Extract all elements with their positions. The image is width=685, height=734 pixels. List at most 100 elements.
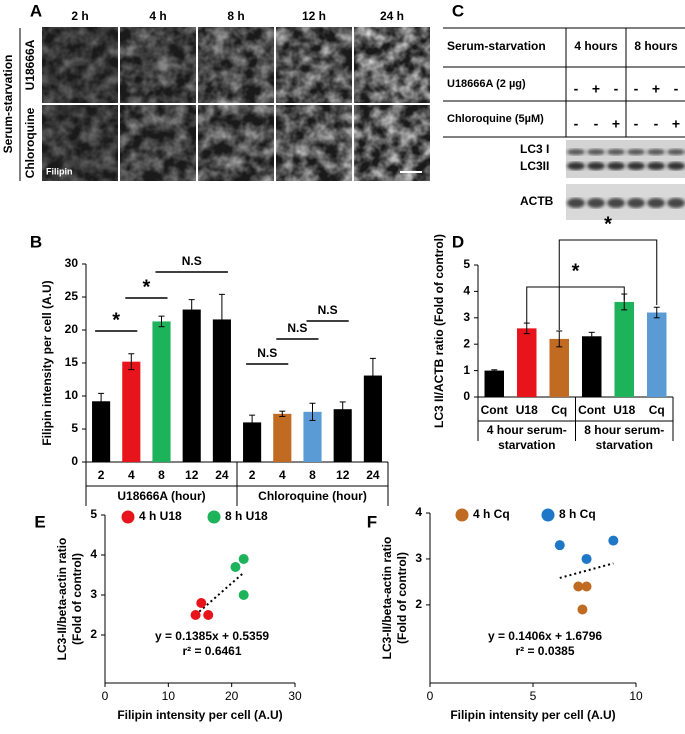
time-label: 2 h [71,9,88,23]
time-label: 12 h [302,9,326,23]
x-tick-label: Cont [578,403,605,417]
table-cell: - [574,116,579,132]
y-axis-label: (Fold of control) [395,552,409,644]
table-cell: - [614,81,619,97]
micrograph-texture [276,27,352,103]
blot-label: LC3II [520,159,549,173]
y-axis-label: LC3-II/beta-actin ratio [380,537,394,660]
blot-band [607,198,625,208]
panel-label: D [452,232,464,251]
significance-label: * [572,260,580,282]
bar [92,401,111,462]
row-label: Chloroquine (5µM) [447,113,544,125]
panel-label: F [367,512,377,531]
group-label: 8 hour serum- [584,423,664,437]
y-axis-label: LC3 II/ACTB ratio (Fold of control) [432,234,446,428]
equation: r² = 0.6461 [182,644,241,658]
point [577,604,588,615]
bar [243,422,262,462]
legend-label: 8 h U18 [225,509,268,523]
blot-band [647,162,665,170]
y-tick-label: 3 [415,551,422,565]
blot-band [567,149,585,155]
legend-marker [121,510,135,524]
bar [647,312,667,397]
bar [212,319,231,462]
group-label: 4 hour serum- [487,423,567,437]
equation: y = 0.1385x + 0.5359 [155,629,269,643]
y-tick-label: 5 [71,421,78,435]
table-cell: + [612,116,620,132]
legend-label: 8 h Cq [559,507,596,521]
significance-label: * [143,276,151,298]
group-label: starvation [498,438,555,452]
blot-band [647,198,665,208]
x-tick-label: 24 [366,468,380,482]
panel-label: A [30,1,42,20]
y-tick-label: 2 [415,597,422,611]
table-header: Serum-starvation [447,39,546,53]
equation: y = 0.1406x + 1.6796 [488,629,602,643]
x-tick-label: 2 [249,468,256,482]
micrograph-texture [198,27,274,103]
blot-band [627,149,645,155]
x-axis-label: Filipin intensity per cell (A.U) [450,708,615,722]
x-tick-label: 10 [162,689,176,703]
point [203,610,214,620]
panel-label: E [34,512,45,531]
legend-label: 4 h Cq [473,507,510,521]
bar [582,336,602,397]
x-tick-label: Cq [551,403,567,417]
trendline [559,562,614,579]
y-axis-label: Filipin intensity per cell (A.U) [40,280,54,445]
significance-label: N.S [182,254,202,268]
blot-band [567,162,585,170]
x-tick-label: 0 [427,689,434,703]
row-label: U18666A [23,39,37,90]
y-tick-label: 3 [90,587,97,601]
table-cell: - [654,116,659,132]
table-cell: + [672,116,680,132]
bar [333,409,352,462]
group-label: starvation [596,438,653,452]
table-header: 8 hours [634,39,678,53]
y-tick-label: 4 [90,547,97,561]
x-tick-label: Cont [481,403,508,417]
y-tick-label: 5 [463,257,470,271]
table-cell: - [634,81,639,97]
time-label: 24 h [380,9,404,23]
x-tick-label: 24 [215,468,229,482]
point [238,554,249,564]
y-tick-label: 3 [463,310,470,324]
blot-band [627,198,645,208]
y-tick-label: 4 [415,505,422,519]
bar [614,301,634,397]
bar [152,321,171,462]
x-tick-label: U18 [516,403,538,417]
y-axis-label: (Fold of control) [70,553,84,645]
x-tick-label: 4 [279,468,286,482]
blot-label: ACTB [520,194,554,208]
point [581,553,592,564]
group-label: Serum-starvation [1,55,15,154]
legend-label: 4 h U18 [139,509,182,523]
bar [182,309,201,462]
y-tick-label: 5 [90,507,97,521]
y-tick-label: 2 [90,627,97,641]
equation: r² = 0.0385 [515,644,574,658]
x-tick-label: 12 [336,468,350,482]
x-tick-label: U18 [613,403,635,417]
bar [122,361,141,462]
x-tick-label: 4 [128,468,135,482]
table-cell: - [574,81,579,97]
table-cell: - [674,81,679,97]
micrograph-texture [42,27,118,103]
blot-band [587,198,605,208]
bar [273,413,292,462]
x-axis-label: Filipin intensity per cell (A.U) [117,708,282,722]
point [554,540,565,551]
y-tick-label: 1 [463,363,470,377]
blot-label: LC3 I [520,142,549,156]
point [238,590,249,600]
bar [549,338,569,397]
